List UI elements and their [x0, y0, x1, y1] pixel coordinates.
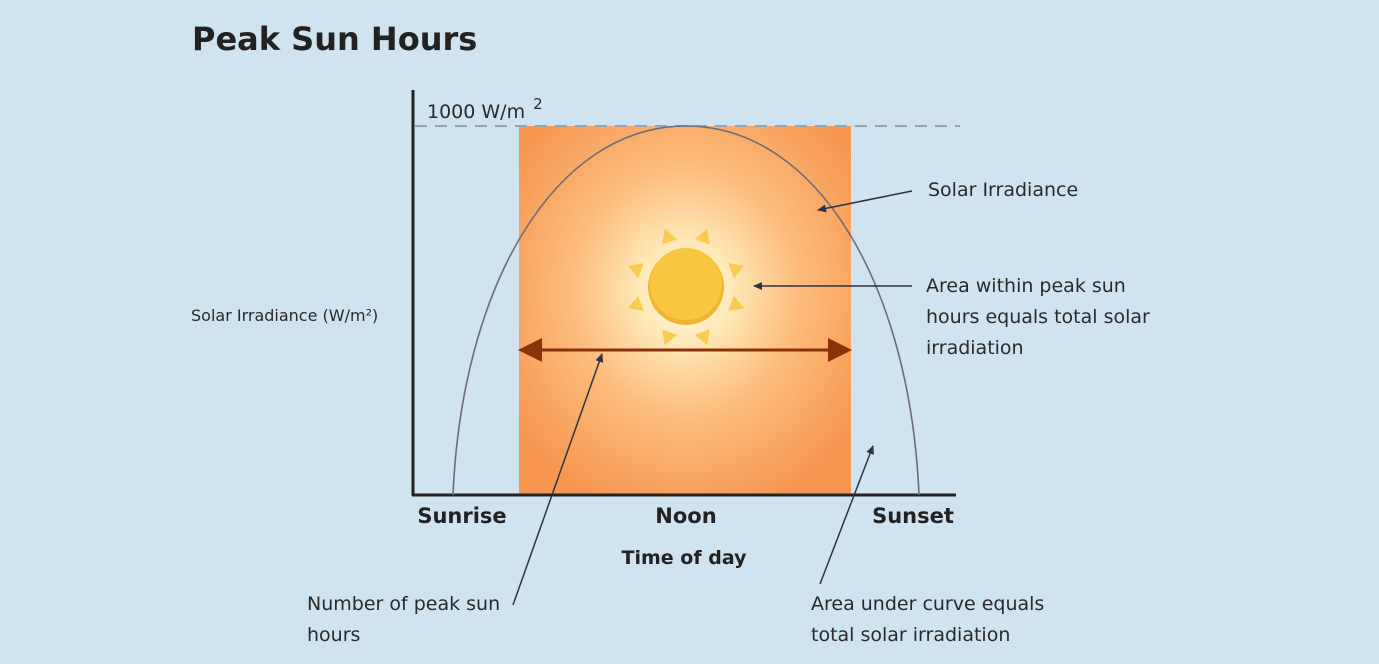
peak-hours-annotation-label: Number of peak sun hours — [307, 593, 506, 646]
peak-irradiance-label: 1000 W/m 2 — [427, 95, 543, 123]
y-axis-label: Solar Irradiance (W/m²) — [191, 306, 378, 325]
x-tick-noon: Noon — [655, 504, 716, 528]
peak-hours-double-arrow — [518, 338, 852, 362]
x-tick-sunrise: Sunrise — [417, 504, 506, 528]
peak-hours-annotation-arrow — [512, 353, 604, 606]
area-under-curve-annotation-arrow — [819, 445, 874, 585]
x-axis-title: Time of day — [622, 547, 748, 569]
page-title: Peak Sun Hours — [192, 20, 477, 58]
sun-icon — [627, 228, 745, 346]
x-tick-sunset: Sunset — [872, 504, 954, 528]
solar-irradiance-curve — [452, 125, 920, 496]
curve-annotation-label: Solar Irradiance — [928, 179, 1078, 201]
area-under-curve-annotation-label: Area under curve equals total solar irra… — [811, 593, 1050, 646]
rectangle-annotation-label: Area within peak sun hours equals total … — [926, 275, 1156, 359]
curve-annotation-arrow — [817, 190, 913, 213]
